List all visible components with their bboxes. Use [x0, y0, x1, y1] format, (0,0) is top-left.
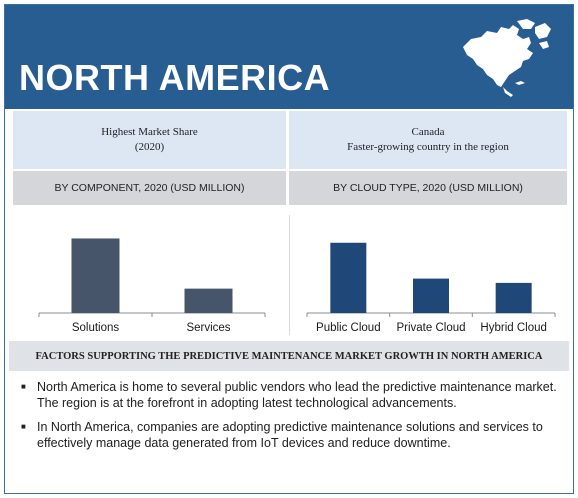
x-tick-label: Solutions [72, 322, 120, 334]
x-tick-label: Private Cloud [396, 322, 465, 334]
north-america-map-icon [463, 19, 551, 97]
right-header-line2: Faster-growing country in the region [347, 141, 509, 153]
left-panel-header: Highest Market Share (2020) [13, 111, 286, 169]
cloud-type-bar-chart: Public Cloud Private Cloud Hybrid Cloud [306, 242, 556, 334]
bar-solutions [71, 238, 120, 313]
right-panel-header: Canada Faster-growing country in the reg… [289, 111, 567, 169]
infographic-frame: NORTH AMERICA Highest Market Share (2020… [4, 4, 574, 494]
component-bar-chart: Solutions Services [38, 238, 266, 334]
left-chart-title: BY COMPONENT, 2020 (USD MILLION) [13, 171, 286, 205]
bar-private-cloud [413, 278, 449, 313]
x-tick-label: Services [186, 322, 230, 334]
x-tick-label: Public Cloud [316, 322, 381, 334]
region-banner: NORTH AMERICA [5, 5, 573, 109]
factor-bullet-1: North America is home to several public … [21, 379, 561, 411]
right-header-line1: Canada [411, 126, 445, 138]
bar-services [184, 288, 233, 313]
x-tick-label: Hybrid Cloud [480, 322, 546, 334]
factors-heading: FACTORS SUPPORTING THE PREDICTIVE MAINTE… [9, 341, 569, 371]
factors-list: North America is home to several public … [21, 379, 561, 459]
left-header-line1: Highest Market Share [101, 126, 198, 138]
chart-divider [289, 215, 290, 335]
region-title: NORTH AMERICA [19, 57, 331, 98]
factor-bullet-2: In North America, companies are adopting… [21, 419, 561, 451]
bar-public-cloud [330, 242, 367, 313]
right-chart-title: BY CLOUD TYPE, 2020 (USD MILLION) [289, 171, 567, 205]
left-header-line2: (2020) [134, 141, 165, 153]
bar-hybrid-cloud [495, 282, 532, 313]
